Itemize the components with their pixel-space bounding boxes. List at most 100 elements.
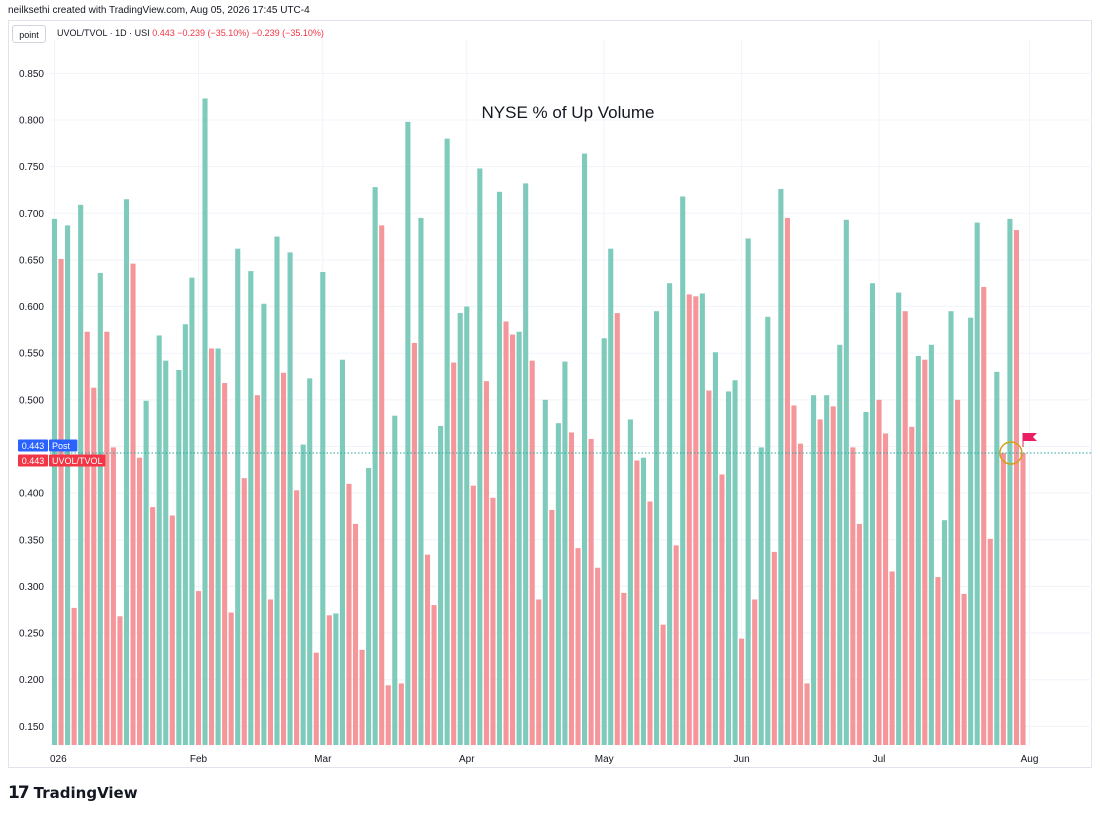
bar xyxy=(424,554,431,745)
bar xyxy=(725,391,732,745)
bar xyxy=(752,599,758,745)
bar xyxy=(621,592,627,745)
bar xyxy=(110,447,116,745)
bar xyxy=(883,433,889,745)
legend-change-2: −0.239 (−35.10%) xyxy=(251,28,324,38)
bar xyxy=(555,423,561,745)
bar xyxy=(267,599,274,745)
chart-credit: neilksethi created with TradingView.com,… xyxy=(8,5,310,16)
bar xyxy=(712,352,718,745)
bar xyxy=(71,607,77,745)
bar xyxy=(392,415,398,745)
bar xyxy=(156,335,162,745)
chart-title: NYSE % of Up Volume xyxy=(482,103,655,122)
bar xyxy=(667,283,673,745)
bar xyxy=(869,283,876,745)
bar xyxy=(791,405,797,745)
tradingview-logo[interactable]: 𝟭𝟳 TradingView xyxy=(8,783,138,803)
bar xyxy=(549,509,555,745)
x-tick-label: Mar xyxy=(314,754,332,765)
point-button[interactable]: point xyxy=(12,25,46,43)
bar xyxy=(261,303,267,745)
badge-value-text: 0.443 xyxy=(22,456,45,466)
bar xyxy=(123,199,130,746)
bar xyxy=(477,168,483,746)
bar xyxy=(614,313,620,745)
bar xyxy=(843,219,849,746)
bar xyxy=(438,425,444,745)
bar xyxy=(117,616,123,745)
bar xyxy=(228,612,234,745)
bar xyxy=(496,191,503,746)
bar xyxy=(287,252,293,745)
bar xyxy=(817,419,823,745)
bar xyxy=(202,98,208,745)
badge-label-text: Post xyxy=(52,441,71,451)
badge-value-text: 0.443 xyxy=(22,441,45,451)
y-tick-label: 0.200 xyxy=(19,675,44,686)
x-tick-label: 026 xyxy=(50,754,67,765)
bar xyxy=(104,331,110,745)
bar xyxy=(981,286,987,745)
bar xyxy=(241,478,247,745)
bar xyxy=(562,361,568,745)
bar xyxy=(955,399,961,745)
bar xyxy=(994,371,1000,745)
x-tick-label: Apr xyxy=(459,754,475,765)
bar xyxy=(935,577,941,745)
bar xyxy=(215,348,221,745)
bar xyxy=(582,153,588,745)
bar xyxy=(778,189,784,745)
bar xyxy=(876,399,882,745)
bar xyxy=(542,399,548,745)
bar xyxy=(431,605,437,745)
bar xyxy=(366,467,372,745)
bar xyxy=(84,331,90,745)
y-tick-label: 0.550 xyxy=(19,349,44,360)
legend-symbol[interactable]: UVOL/TVOL · 1D · USI xyxy=(57,28,150,38)
bar xyxy=(176,369,182,745)
bar xyxy=(856,523,862,745)
bar xyxy=(169,515,175,745)
y-tick-label: 0.400 xyxy=(19,489,44,500)
tradingview-logo-icon: 𝟭𝟳 xyxy=(8,783,30,803)
bar xyxy=(339,359,345,745)
x-axis: 026 Feb Mar Apr May Jun Jul Aug xyxy=(50,754,1038,765)
bar xyxy=(824,395,830,745)
bar-series xyxy=(51,98,1026,746)
bar xyxy=(248,271,254,745)
bar xyxy=(634,460,640,745)
bar xyxy=(320,272,326,745)
bar xyxy=(536,599,542,745)
x-tick-label: Aug xyxy=(1021,754,1039,765)
bar xyxy=(78,204,84,745)
bar xyxy=(830,406,836,745)
bar xyxy=(732,380,738,745)
badge-label-text: UVOL/TVOL xyxy=(52,456,103,466)
bar xyxy=(235,248,241,745)
bar xyxy=(97,272,103,745)
bar xyxy=(372,187,378,746)
bar xyxy=(523,183,529,745)
x-tick-label: Feb xyxy=(190,754,208,765)
bar xyxy=(837,344,843,745)
bar xyxy=(352,523,359,745)
x-tick-label: May xyxy=(595,754,614,765)
bar xyxy=(601,338,607,745)
bar xyxy=(418,217,424,746)
bar xyxy=(529,360,535,745)
bar xyxy=(961,593,967,745)
x-tick-label: Jul xyxy=(873,754,886,765)
bar xyxy=(797,443,804,745)
bar xyxy=(137,457,143,745)
bar xyxy=(660,624,666,745)
bar xyxy=(300,444,306,745)
bar xyxy=(333,613,339,745)
bar xyxy=(719,474,725,745)
legend-change: −0.239 (−35.10%) xyxy=(177,28,250,38)
bar xyxy=(941,520,948,745)
bar xyxy=(444,138,450,746)
bar xyxy=(948,311,954,745)
y-tick-label: 0.850 xyxy=(19,69,44,80)
bar xyxy=(568,432,575,745)
